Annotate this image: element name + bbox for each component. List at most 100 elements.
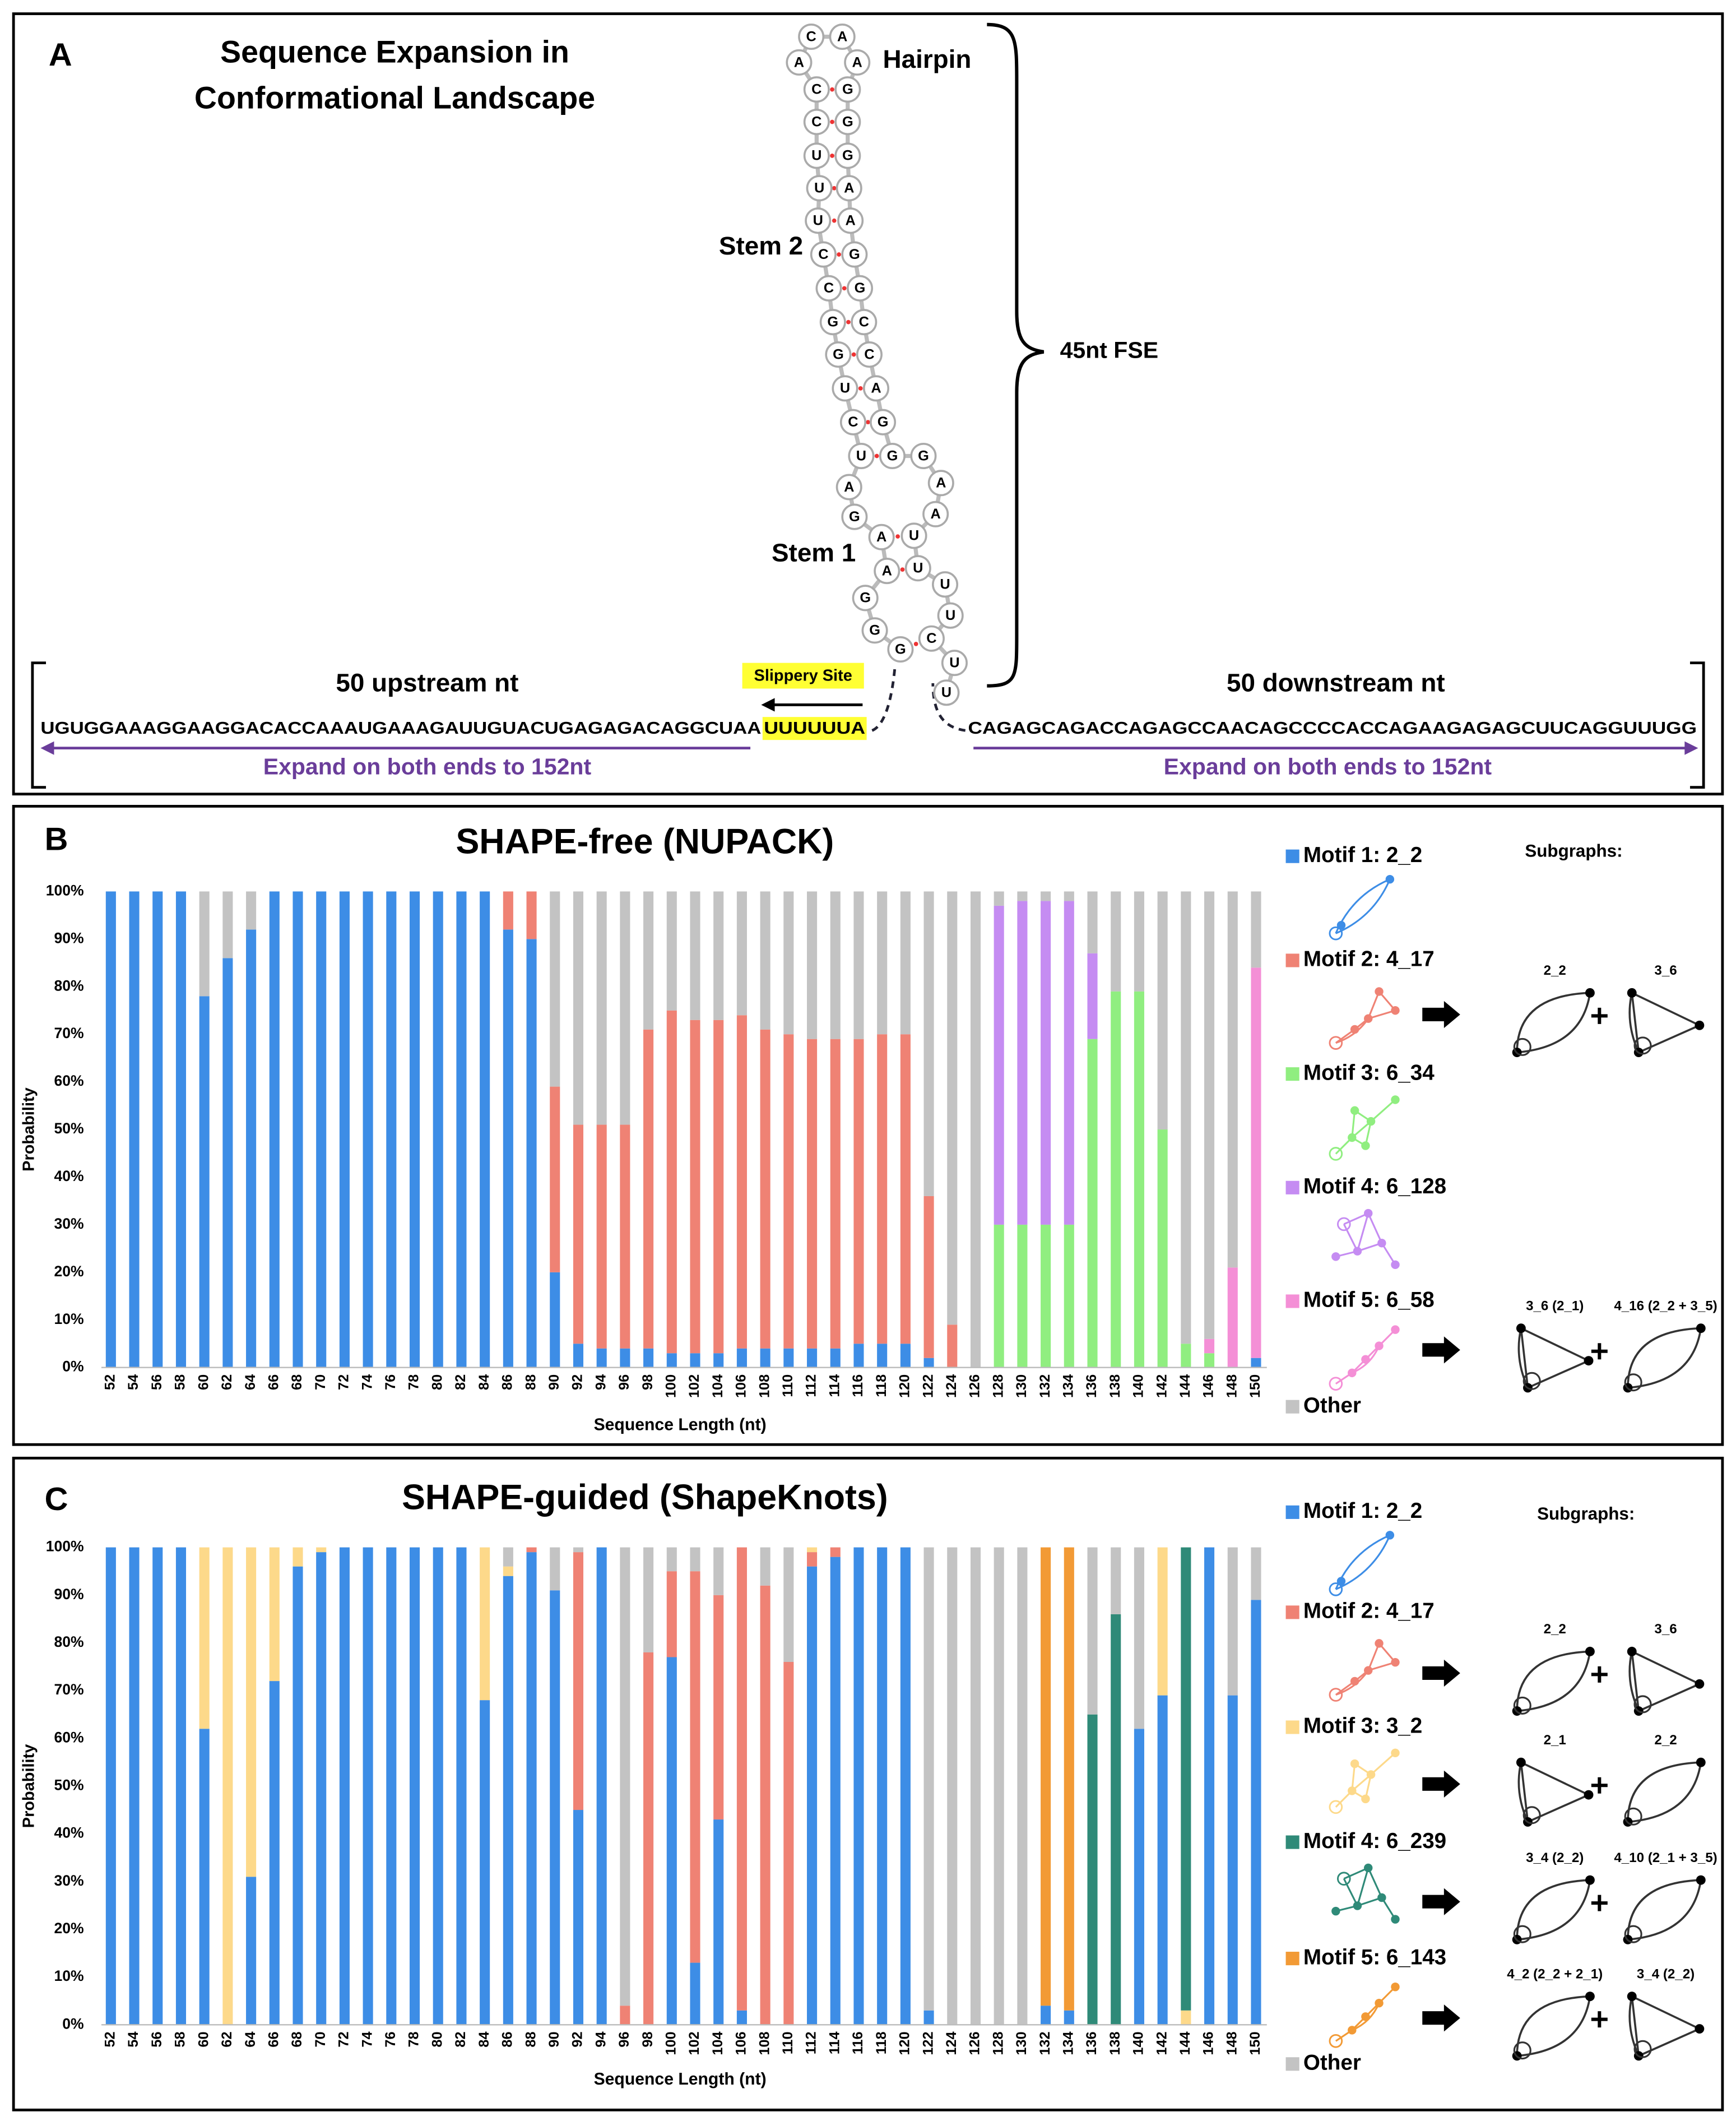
motif-icon-node: [1361, 1794, 1370, 1804]
legend-swatch: [1285, 1605, 1299, 1619]
arrow: [1422, 1770, 1460, 1798]
bar-segment: [1204, 891, 1215, 1339]
x-tick-label: 72: [336, 1374, 352, 1390]
nucleotide: [786, 49, 813, 76]
bar-segment: [503, 1576, 513, 2025]
bar-segment: [853, 1547, 864, 2025]
bar-segment: [1111, 1614, 1121, 2025]
motif-icon-node: [1331, 1252, 1340, 1261]
subgraph-edge: [1628, 991, 1702, 1054]
bar-segment: [409, 891, 420, 1368]
bar-segment: [1111, 991, 1121, 1368]
x-tick-label: 52: [103, 1374, 118, 1390]
bar-segment: [573, 1810, 584, 2025]
bar-segment: [690, 1020, 700, 1354]
y-tick-label: 20%: [54, 1920, 83, 1937]
panel-c-frame: [12, 1456, 1724, 2111]
x-tick-label: 56: [149, 2031, 165, 2047]
bar-segment: [830, 891, 841, 1039]
nucleotide-letter: C: [818, 247, 828, 262]
nucleotide: [846, 275, 874, 302]
x-tick-label: 122: [920, 2031, 936, 2055]
bar-segment: [105, 891, 116, 1368]
chart-title: SHAPE-free (NUPACK): [456, 822, 834, 862]
x-tick-label: 110: [780, 2031, 796, 2054]
legend-label: Other: [1303, 1393, 1361, 1418]
legend-swatch: [1285, 849, 1299, 863]
subgraph-label: 2_1: [1544, 1733, 1566, 1748]
bar-segment: [736, 1547, 747, 2011]
x-tick-label: 146: [1201, 1374, 1217, 1398]
bar-segment: [666, 891, 677, 1011]
bar-segment: [690, 1353, 700, 1368]
bar-segment: [994, 1547, 1004, 2025]
motif-icon-node: [1353, 1901, 1362, 1910]
bar-segment: [363, 891, 373, 1368]
bar-segment: [923, 1196, 934, 1358]
x-tick-label: 74: [359, 2031, 375, 2047]
motif-icon-node: [1336, 921, 1346, 930]
x-tick-label: 68: [289, 2031, 305, 2047]
bar-segment: [877, 1547, 888, 2025]
x-tick-label: 122: [920, 1374, 936, 1398]
bar-segment: [199, 996, 210, 1368]
subgraph-label: 2_2: [1654, 1733, 1677, 1748]
bar-segment: [1041, 2006, 1051, 2025]
x-tick-label: 104: [710, 2031, 726, 2055]
motif-icon-edge: [1335, 1535, 1391, 1590]
bar-segment: [620, 891, 630, 1125]
bar-segment: [713, 1547, 724, 1595]
subgraph-loop: [1513, 2041, 1531, 2060]
motif-icon-node: [1329, 1377, 1343, 1391]
bar-segment: [713, 1353, 724, 1368]
bar-segment: [690, 1962, 700, 2025]
nucleotide-letter: G: [849, 247, 860, 262]
x-tick-label: 60: [196, 1374, 211, 1390]
bar-segment: [736, 1015, 747, 1349]
bar-segment: [503, 1547, 513, 1567]
bar-segment: [713, 891, 724, 1020]
legend-swatch: [1285, 1400, 1299, 1414]
bar-segment: [199, 1547, 210, 1729]
motif-icon-node: [1375, 1998, 1384, 2008]
bar-segment: [1227, 1267, 1238, 1368]
upstream-sequence: UGUGGAAAGGAAGGACACCAAAUGAAAGAUUGUACUGAGA…: [40, 719, 761, 738]
motif-icon-node: [1329, 1147, 1343, 1161]
x-tick-label: 128: [990, 2031, 1006, 2055]
motif-icon-node: [1350, 1759, 1359, 1768]
fse-label: 45nt FSE: [1060, 337, 1158, 363]
x-tick-label: 114: [827, 2031, 842, 2054]
nucleotide: [879, 442, 906, 470]
bar-segment: [1134, 891, 1144, 992]
bar-segment: [339, 1547, 350, 2025]
motif-icon-node: [1336, 1217, 1351, 1231]
nucleotide-letter: G: [827, 314, 838, 330]
bar-segment: [480, 891, 490, 1368]
y-tick-label: 50%: [54, 1776, 83, 1793]
base-pair: [832, 186, 837, 191]
nucleotide-letter: U: [945, 608, 955, 623]
motif-icon-node: [1375, 987, 1384, 996]
x-tick-label: 92: [570, 2031, 586, 2047]
nucleotide-letter: C: [926, 631, 936, 646]
bar-segment: [503, 1566, 513, 1576]
plus: [1591, 2011, 1608, 2028]
motif-icon-node: [1364, 1014, 1373, 1023]
legend-label: Motif 5: 6_143: [1303, 1945, 1446, 1969]
y-tick-label: 20%: [54, 1263, 83, 1280]
bar-segment: [1157, 1129, 1168, 1368]
subgraph-label: 4_2 (2_2 + 2_1): [1507, 1966, 1603, 1981]
subgraph-edge: [1516, 993, 1591, 1054]
motif-icon-node: [1385, 1531, 1395, 1540]
slippery-arrowhead: [761, 698, 775, 712]
x-tick-label: 94: [593, 2031, 609, 2047]
subgraph-edge: [1516, 1651, 1591, 1712]
x-tick-label: 142: [1154, 2031, 1169, 2055]
bar-segment: [550, 1547, 560, 1591]
nucleotide-letter: C: [811, 114, 821, 129]
motif-icon-node: [1329, 1688, 1343, 1702]
nucleotide-letter: G: [895, 641, 906, 657]
bar-segment: [293, 1547, 303, 1567]
fse-brace: [987, 22, 1045, 688]
nucleotide-letter: A: [936, 475, 946, 491]
